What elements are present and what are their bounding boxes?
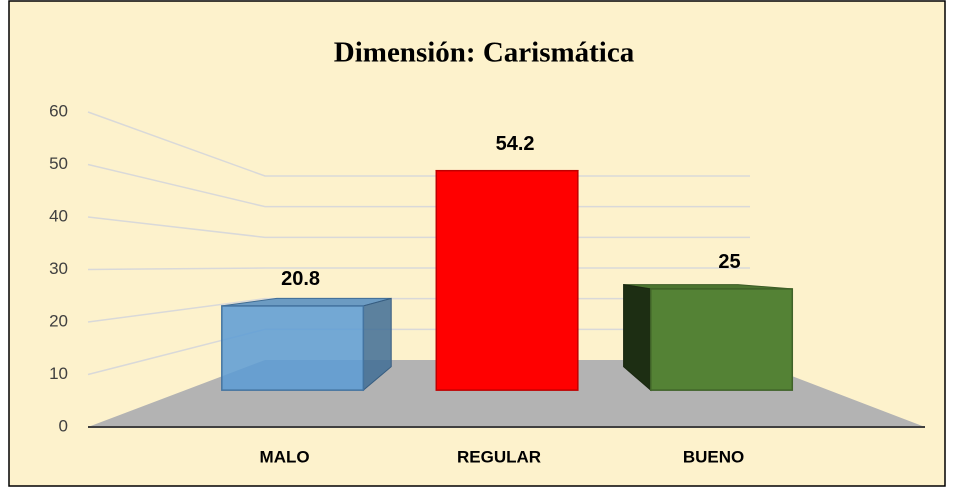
- y-tick-label: 20: [49, 311, 68, 330]
- y-tick-label: 10: [49, 364, 68, 383]
- grid-line: [87, 111, 750, 177]
- data-label: 25: [718, 251, 740, 273]
- data-label: 54.2: [496, 133, 535, 155]
- chart-title: Dimensión: Carismática: [334, 37, 635, 69]
- bar: [435, 169, 579, 391]
- grid-line: [87, 267, 750, 271]
- grid-line: [87, 216, 750, 239]
- x-tick-label: MALO: [260, 447, 310, 466]
- y-tick-label: 0: [59, 416, 68, 435]
- x-tick-label: BUENO: [683, 447, 744, 466]
- y-tick-label: 60: [49, 101, 68, 120]
- bar: [649, 288, 794, 391]
- y-tick-label: 50: [49, 154, 68, 173]
- y-tick-label: 40: [49, 206, 68, 225]
- x-tick-label: REGULAR: [457, 447, 541, 466]
- grid-line: [87, 297, 750, 323]
- data-label: 20.8: [281, 268, 320, 290]
- bar: [221, 305, 365, 391]
- grid-line: [87, 163, 750, 208]
- y-tick-label: 30: [49, 259, 68, 278]
